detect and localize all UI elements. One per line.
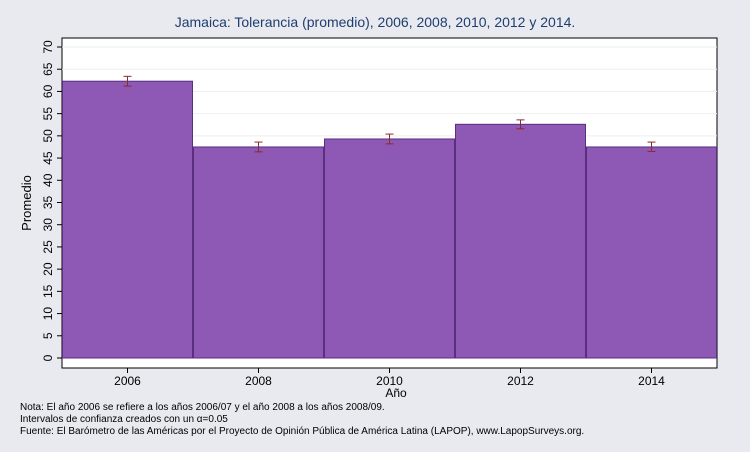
error-bars	[123, 75, 656, 153]
bar	[62, 80, 193, 359]
bar	[193, 146, 324, 359]
x-tick-label: 2006	[114, 374, 141, 388]
x-axis-label: Año	[385, 386, 407, 400]
x-axis: 2006 2008 2010 2012 2014	[114, 368, 665, 388]
y-tick-label: 55	[41, 107, 55, 121]
note-line-1: Nota: El año 2006 se refiere a los años …	[20, 402, 385, 413]
bar	[586, 146, 717, 359]
x-tick-label: 2012	[507, 374, 534, 388]
y-tick-label: 40	[41, 173, 55, 187]
y-tick-label: 15	[41, 284, 55, 298]
y-tick-label: 30	[41, 218, 55, 232]
bars	[62, 80, 717, 359]
source-note: Fuente: El Barómetro de las Américas por…	[20, 426, 585, 437]
y-tick-label: 65	[41, 62, 55, 76]
bar	[455, 123, 586, 359]
y-tick-label: 70	[41, 40, 55, 54]
x-tick-label: 2008	[245, 374, 272, 388]
bar	[324, 138, 455, 359]
error-bar	[516, 119, 525, 130]
y-tick-label: 20	[41, 262, 55, 276]
error-bar	[385, 133, 394, 145]
y-tick-label: 10	[41, 307, 55, 321]
y-tick-label: 0	[41, 354, 55, 361]
y-tick-label: 5	[41, 332, 55, 339]
error-bar	[647, 141, 656, 152]
y-tick-label: 35	[41, 196, 55, 210]
error-bar	[123, 75, 132, 87]
y-tick-label: 25	[41, 240, 55, 254]
y-tick-label: 45	[41, 151, 55, 165]
y-axis-label: Promedio	[19, 175, 34, 231]
note-line-2: Intervalos de confianza creados con un α…	[20, 414, 228, 425]
y-axis: 0 5 10 15 20 25 30 35 40 45 50 55 60 65 70	[41, 40, 62, 361]
chart-title: Jamaica: Tolerancia (promedio), 2006, 20…	[174, 14, 576, 30]
x-tick-label: 2014	[638, 374, 665, 388]
y-tick-label: 50	[41, 129, 55, 143]
error-bar	[254, 141, 263, 153]
x-tick-label: 2010	[376, 374, 403, 388]
y-tick-label: 60	[41, 84, 55, 98]
